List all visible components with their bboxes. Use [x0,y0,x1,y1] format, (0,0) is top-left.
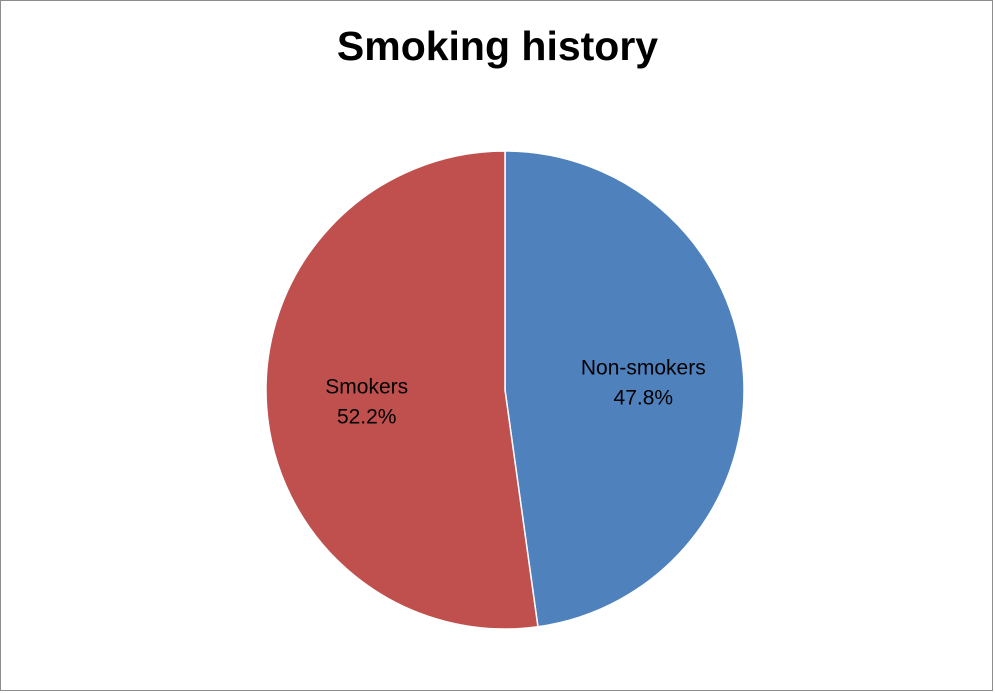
chart-title: Smoking history [336,23,659,69]
data-label-smokers: Smokers 52.2% [325,376,408,429]
data-label-category: Non-smokers [581,356,706,379]
pie-labels: Non-smokers 47.8% Smokers 52.2% [325,356,705,428]
data-label-non-smokers: Non-smokers 47.8% [581,356,706,409]
data-label-percent: 47.8% [614,386,674,409]
pie-slice-smokers [265,150,539,630]
data-label-category: Smokers [325,376,408,399]
pie-slices [265,150,745,630]
pie-slice-non-smokers [504,150,745,628]
data-label-percent: 52.2% [337,406,397,429]
